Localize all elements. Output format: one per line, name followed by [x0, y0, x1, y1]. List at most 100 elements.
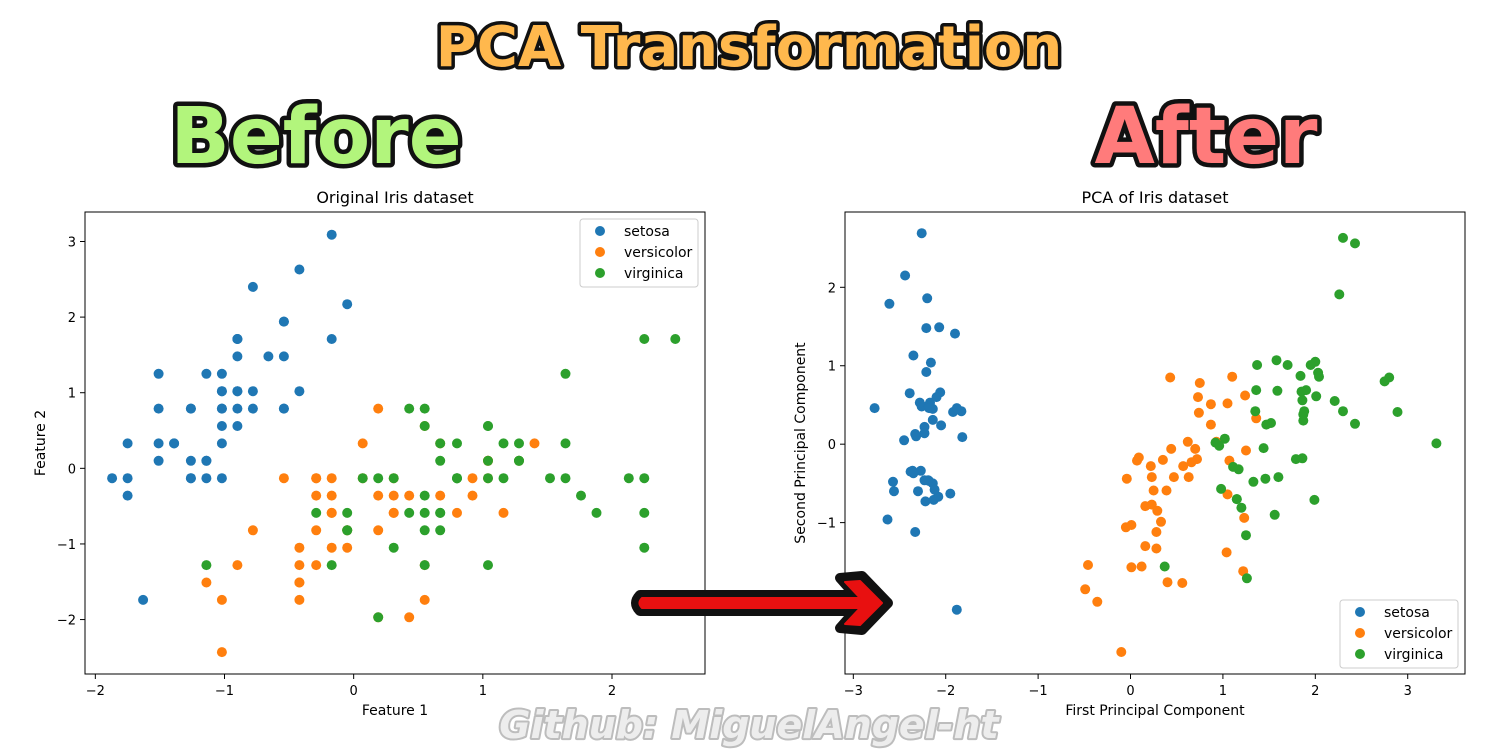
data-point-setosa [185, 403, 196, 414]
data-point-setosa [914, 397, 925, 408]
data-point-versicolor [1162, 577, 1173, 588]
data-point-virginica [1272, 385, 1283, 396]
x-tick-label: 2 [608, 684, 616, 699]
data-point-setosa [263, 351, 274, 362]
data-point-setosa [869, 403, 880, 414]
data-point-versicolor [1126, 562, 1137, 573]
data-point-versicolor [357, 438, 368, 449]
legend: setosa versicolor virginica [1339, 599, 1459, 669]
data-point-setosa [247, 403, 258, 414]
x-tick-label: −1 [215, 684, 234, 699]
y-tick-label: −1 [817, 517, 836, 532]
data-point-setosa [138, 594, 149, 605]
data-point-setosa [122, 438, 133, 449]
data-point-setosa [882, 514, 893, 525]
data-point-virginica [201, 560, 212, 571]
legend-label-virginica: virginica [624, 266, 684, 282]
data-point-versicolor [1240, 390, 1251, 401]
github-credit: Github: MiguelAngel-ht [499, 703, 1000, 747]
data-point-versicolor [373, 403, 384, 414]
data-point-virginica [1214, 440, 1225, 451]
data-point-virginica [1252, 360, 1263, 370]
data-point-virginica [1271, 355, 1282, 366]
data-point-versicolor [1190, 443, 1201, 454]
data-point-virginica [452, 438, 462, 449]
data-point-versicolor [1121, 473, 1132, 484]
data-point-versicolor [1182, 436, 1193, 447]
data-point-versicolor [294, 542, 305, 553]
data-point-virginica [1329, 396, 1340, 406]
data-point-virginica [1338, 232, 1348, 243]
data-point-versicolor [1241, 445, 1251, 456]
data-point-virginica [1236, 502, 1247, 513]
y-tick-label: 2 [828, 281, 836, 296]
data-point-virginica [388, 542, 399, 553]
data-point-virginica [1338, 406, 1348, 417]
data-point-versicolor [201, 577, 212, 588]
data-point-versicolor [1157, 454, 1168, 465]
data-point-setosa [216, 421, 227, 431]
x-tick-label: 3 [1404, 684, 1412, 699]
data-point-versicolor [278, 473, 289, 484]
data-point-virginica [1350, 238, 1360, 249]
data-point-versicolor [1120, 522, 1131, 533]
data-point-virginica [342, 525, 353, 536]
data-point-versicolor [326, 490, 337, 501]
data-point-setosa [916, 228, 927, 239]
data-point-setosa [927, 414, 938, 425]
data-point-versicolor [1165, 372, 1176, 383]
data-point-virginica [326, 560, 337, 571]
data-point-virginica [1159, 561, 1170, 572]
data-point-setosa [899, 435, 910, 446]
y-axis-label: Second Principal Component [793, 342, 809, 544]
data-point-setosa [153, 368, 164, 379]
data-point-virginica [483, 421, 493, 431]
data-point-versicolor [294, 594, 305, 605]
data-point-versicolor [1140, 541, 1151, 552]
data-point-virginica [483, 473, 493, 484]
data-point-versicolor [311, 525, 322, 536]
data-point-setosa [201, 473, 212, 484]
x-tick-label: −3 [844, 684, 863, 699]
data-point-virginica [419, 560, 430, 571]
y-tick-label: −2 [57, 614, 76, 629]
data-point-virginica [591, 507, 602, 518]
legend-marker-setosa [1355, 607, 1365, 617]
legend-box [1339, 599, 1459, 669]
data-point-setosa [247, 281, 258, 292]
after-label: After [1095, 92, 1318, 182]
data-point-setosa [294, 386, 305, 397]
legend-marker-virginica [1355, 649, 1365, 659]
legend-marker-versicolor [1355, 628, 1365, 638]
data-point-virginica [1248, 476, 1259, 487]
y-axis-label: Feature 2 [33, 410, 49, 476]
data-point-virginica [1297, 453, 1308, 464]
data-point-versicolor [1116, 647, 1127, 657]
data-point-setosa [908, 468, 919, 479]
data-point-versicolor [1193, 407, 1204, 418]
data-point-setosa [294, 264, 305, 275]
data-point-virginica [1309, 494, 1320, 505]
data-point-versicolor [1221, 547, 1232, 558]
data-point-versicolor [1166, 443, 1177, 454]
data-point-virginica [1431, 438, 1442, 449]
data-point-setosa [107, 473, 118, 484]
data-point-virginica [1231, 494, 1242, 505]
data-point-setosa [185, 473, 196, 484]
data-point-virginica [435, 507, 446, 518]
data-point-virginica [639, 473, 650, 484]
data-point-virginica [419, 403, 430, 414]
data-point-setosa [153, 455, 164, 466]
data-point-versicolor [216, 647, 227, 658]
data-point-setosa [920, 496, 931, 507]
data-point-versicolor [1222, 398, 1233, 409]
data-point-setosa [911, 431, 922, 442]
data-point-virginica [560, 438, 571, 449]
data-point-virginica [419, 507, 430, 518]
data-point-virginica [1295, 370, 1306, 381]
data-point-virginica [1269, 509, 1280, 520]
x-tick-label: −2 [936, 684, 955, 699]
data-point-setosa [232, 403, 243, 414]
data-point-versicolor [326, 473, 337, 484]
x-axis-label: Feature 1 [362, 703, 428, 719]
